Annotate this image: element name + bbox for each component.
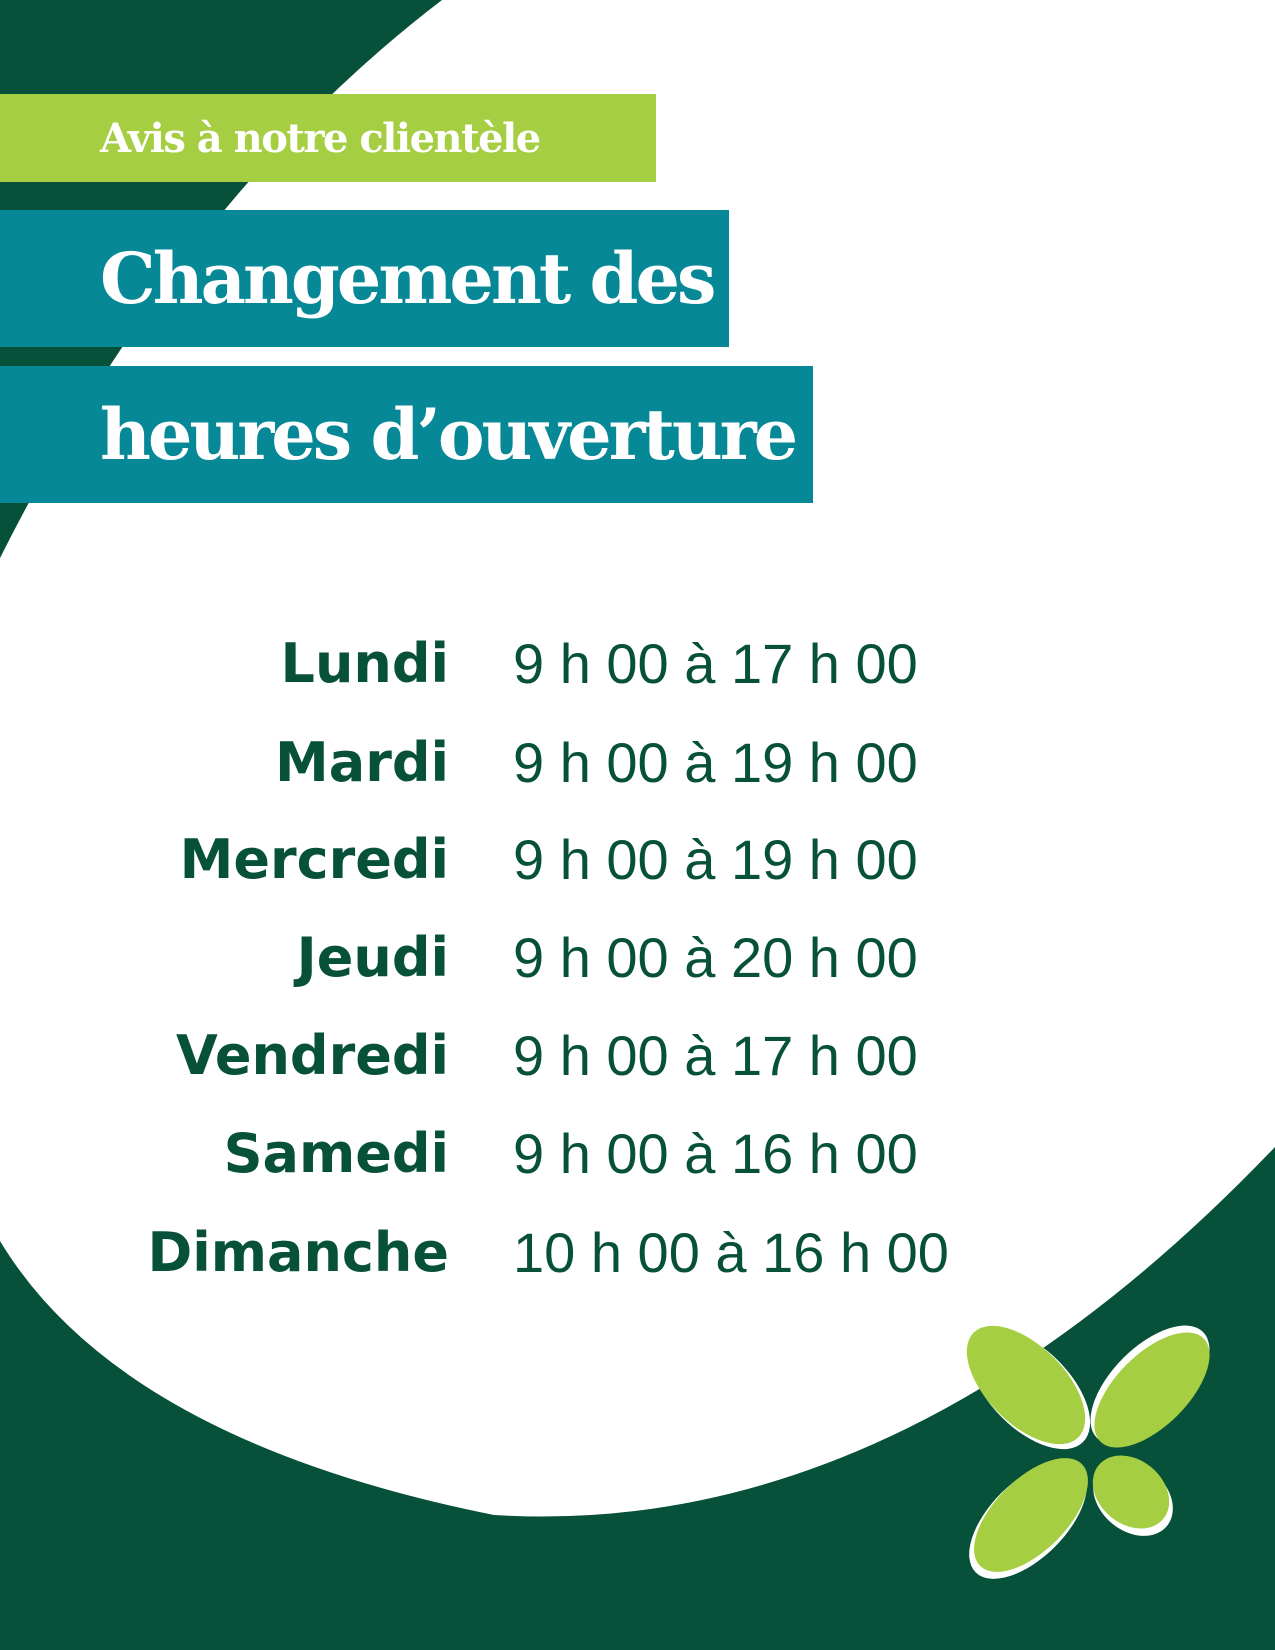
notice-banner: Avis à notre clientèle <box>0 94 656 182</box>
day-label: Jeudi <box>296 925 449 989</box>
hours: 9 h 00 à 17 h 00 <box>513 1023 918 1087</box>
day-label: Mardi <box>275 730 449 794</box>
hours: 9 h 00 à 16 h 00 <box>513 1121 918 1185</box>
hours: 9 h 00 à 20 h 00 <box>513 925 918 989</box>
day-label: Samedi <box>223 1121 449 1185</box>
hours: 9 h 00 à 19 h 00 <box>513 827 918 891</box>
day-label: Dimanche <box>147 1220 449 1284</box>
schedule-row: Mercredi 9 h 00 à 19 h 00 <box>0 814 1100 904</box>
hours: 9 h 00 à 19 h 00 <box>513 730 918 794</box>
title-line1: Changement des <box>100 237 716 320</box>
day-label: Mercredi <box>179 827 449 891</box>
schedule-row: Mardi 9 h 00 à 19 h 00 <box>0 717 1100 807</box>
schedule-row: Samedi 9 h 00 à 16 h 00 <box>0 1108 1100 1198</box>
notice-text: Avis à notre clientèle <box>100 114 541 162</box>
hours: 9 h 00 à 17 h 00 <box>513 631 918 695</box>
title-banner-line1: Changement des <box>0 210 729 347</box>
schedule-row: Vendredi 9 h 00 à 17 h 00 <box>0 1010 1100 1100</box>
day-label: Vendredi <box>176 1023 449 1087</box>
schedule-row: Dimanche 10 h 00 à 16 h 00 <box>0 1207 1100 1297</box>
day-label: Lundi <box>280 631 449 695</box>
schedule-row: Lundi 9 h 00 à 17 h 00 <box>0 618 1100 708</box>
schedule-row: Jeudi 9 h 00 à 20 h 00 <box>0 912 1100 1002</box>
title-line2: heures d’ouverture <box>100 393 798 476</box>
title-banner-line2: heures d’ouverture <box>0 366 813 503</box>
hours: 10 h 00 à 16 h 00 <box>513 1220 949 1284</box>
bottom-dark-shape <box>0 1147 1275 1650</box>
